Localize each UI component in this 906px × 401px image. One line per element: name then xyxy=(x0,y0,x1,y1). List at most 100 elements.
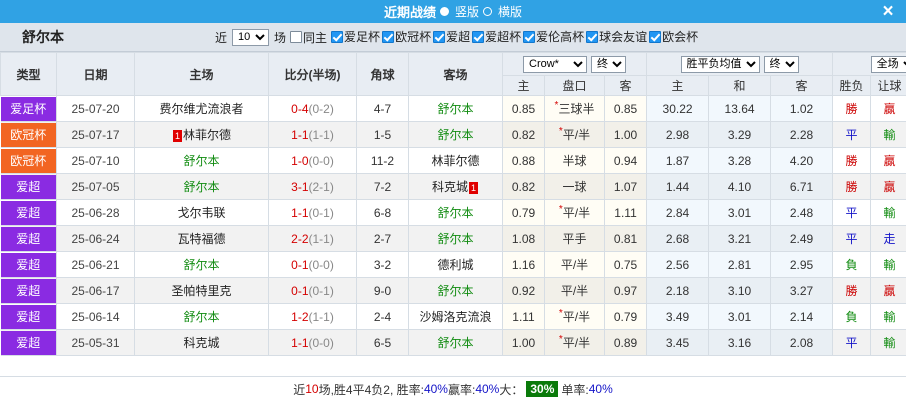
same-home-checkbox[interactable]: 同主 xyxy=(290,29,327,46)
cell-res-wdl: 平 xyxy=(832,225,872,252)
mode-vertical-label[interactable]: 竖版 xyxy=(454,5,479,19)
cell-odds-away: 4.20 xyxy=(770,147,834,174)
cell-odds-away: 2.48 xyxy=(770,199,834,226)
cell-res-hcp: 贏 xyxy=(870,277,906,304)
odds-type-select[interactable]: 胜平负均值亚盘大小球 xyxy=(680,55,760,73)
cell-away: 舒尔本 xyxy=(408,277,503,304)
cell-type: 爱超 xyxy=(0,251,57,278)
league-label: 欧会杯 xyxy=(662,30,699,45)
league-label: 欧冠杯 xyxy=(395,30,432,45)
match-count-select[interactable]: 6102030 xyxy=(232,28,270,46)
header-odds-away: 客 xyxy=(770,75,834,96)
checkbox-icon[interactable] xyxy=(331,30,344,43)
table-row[interactable]: 爱超 25-06-28 戈尔韦联 1-1(0-1) 6-8 舒尔本 0.79 *平/半 1.11… xyxy=(0,199,906,226)
radio-horizontal-icon[interactable] xyxy=(483,7,492,16)
window-title-bar: 近期战绩 竖版 横版 × xyxy=(0,0,906,23)
cell-corner: 1-5 xyxy=(356,121,409,148)
header-hcp-line: 盘口 xyxy=(544,75,605,96)
table-row[interactable]: 爱超 25-05-31 科克城 1-1(0-0) 6-5 舒尔本 1.00 *平/半 0.89 3… xyxy=(0,329,906,356)
cell-hcp-away: 0.75 xyxy=(603,251,648,278)
cell-score: 1-2(1-1) xyxy=(268,303,357,330)
league-checkbox-5[interactable]: 球会友谊 xyxy=(586,28,647,45)
cell-home: 戈尔韦联 xyxy=(134,199,269,226)
cell-hcp-home: 1.11 xyxy=(502,303,545,330)
table-row[interactable]: 爱超 25-06-24 瓦特福德 2-2(1-1) 2-7 舒尔本 1.08 平手 0.81 2.… xyxy=(0,225,906,252)
result-selectors: 全场半场 xyxy=(832,52,906,76)
cell-res-wdl: 平 xyxy=(832,329,872,356)
cell-type: 爱超 xyxy=(0,199,57,226)
cell-hcp-away: 0.89 xyxy=(603,329,648,356)
cell-home: 圣帕特里克 xyxy=(134,277,269,304)
mode-horizontal-label[interactable]: 横版 xyxy=(498,5,523,19)
cell-date: 25-07-10 xyxy=(56,147,135,174)
league-checkbox-6[interactable]: 欧会杯 xyxy=(649,28,698,45)
league-checkbox-2[interactable]: 爱超 xyxy=(433,28,470,45)
cell-odds-away: 6.71 xyxy=(770,173,834,200)
league-checkbox-3[interactable]: 爱超杯 xyxy=(472,28,521,45)
league-checkbox-4[interactable]: 爱伦高杯 xyxy=(523,28,584,45)
handicap-company-select[interactable]: Crow*Bet365MacauEasybet xyxy=(523,55,588,73)
cell-score: 0-1(0-0) xyxy=(268,251,357,278)
league-checkbox-1[interactable]: 欧冠杯 xyxy=(382,28,431,45)
cell-odds-home: 2.84 xyxy=(646,199,710,226)
cell-score: 3-1(2-1) xyxy=(268,173,357,200)
cell-res-hcp: 輸 xyxy=(870,121,906,148)
matches-unit-label: 场 xyxy=(274,30,287,45)
checkbox-icon[interactable] xyxy=(586,30,599,43)
cell-home: 舒尔本 xyxy=(134,303,269,330)
cell-res-wdl: 平 xyxy=(832,121,872,148)
result-scope-select[interactable]: 全场半场 xyxy=(870,55,906,73)
cell-date: 25-07-20 xyxy=(56,95,135,122)
header-odds-home: 主 xyxy=(646,75,710,96)
league-badge: 爱超 xyxy=(0,200,56,225)
radio-vertical-icon[interactable] xyxy=(439,7,449,16)
checkbox-icon[interactable] xyxy=(290,31,303,43)
table-row[interactable]: 爱足杯 25-07-20 费尔维尤流浪者 0-4(0-2) 4-7 舒尔本 0.85 *三球半… xyxy=(0,95,906,122)
table-row[interactable]: 欧冠杯 25-07-10 舒尔本 1-0(0-0) 11-2 林菲尔德 0.88 半球 0.94… xyxy=(0,147,906,174)
odds-stage-select[interactable]: 终初 xyxy=(763,55,799,73)
cell-hcp-line: *三球半 xyxy=(544,95,605,122)
handicap-stage-select[interactable]: 终初 xyxy=(591,55,627,73)
cell-res-hcp: 走 xyxy=(870,225,906,252)
table-row[interactable]: 爱超 25-07-05 舒尔本 3-1(2-1) 7-2 科克城 1 0.82 一球 1.07 1.… xyxy=(0,173,906,200)
cell-odds-home: 3.49 xyxy=(646,303,710,330)
league-checkbox-0[interactable]: 爱足杯 xyxy=(331,28,380,45)
cell-home: 舒尔本 xyxy=(134,147,269,174)
summary-big-label: 大： xyxy=(499,382,524,397)
checkbox-icon[interactable] xyxy=(382,30,395,43)
checkbox-icon[interactable] xyxy=(472,30,485,43)
checkbox-icon[interactable] xyxy=(649,30,662,43)
cell-hcp-away: 1.07 xyxy=(603,173,648,200)
summary-single-label: 单率: xyxy=(561,382,589,397)
cell-odds-draw: 3.29 xyxy=(708,121,772,148)
cell-type: 爱足杯 xyxy=(0,95,57,122)
table-row[interactable]: 欧冠杯 25-07-17 1 林菲尔德 1-1(1-1) 1-5 舒尔本 0.82 *平/半 1.… xyxy=(0,121,906,148)
cell-hcp-away: 0.79 xyxy=(603,303,648,330)
cell-hcp-line: *平/半 xyxy=(544,303,605,330)
cell-odds-away: 2.08 xyxy=(770,329,834,356)
cell-odds-draw: 3.01 xyxy=(708,303,772,330)
header-away: 客场 xyxy=(408,52,503,96)
cell-type: 爱超 xyxy=(0,329,57,356)
cell-score: 0-1(0-1) xyxy=(268,277,357,304)
table-row[interactable]: 爱超 25-06-14 舒尔本 1-2(1-1) 2-4 沙姆洛克流浪 1.11 *平/半 0.… xyxy=(0,303,906,330)
table-label-row: 主 盘口 客 主 和 客 胜负 让球 进球数 xyxy=(1,75,906,96)
close-icon[interactable]: × xyxy=(882,1,894,22)
cell-date: 25-07-05 xyxy=(56,173,135,200)
cell-score: 1-1(1-1) xyxy=(268,121,357,148)
cell-type: 爱超 xyxy=(0,277,57,304)
red-card-icon: 1 xyxy=(172,129,182,142)
league-badge: 爱超 xyxy=(0,278,56,303)
cell-corner: 6-5 xyxy=(356,329,409,356)
cell-date: 25-06-14 xyxy=(56,303,135,330)
cell-res-wdl: 勝 xyxy=(832,173,872,200)
cell-odds-home: 2.68 xyxy=(646,225,710,252)
cell-hcp-home: 0.79 xyxy=(502,199,545,226)
league-badge: 爱超 xyxy=(0,226,56,251)
header-res-wdl: 胜负 xyxy=(832,75,872,96)
table-row[interactable]: 爱超 25-06-21 舒尔本 0-1(0-0) 3-2 德利城 1.16 平/半 0.75 2.… xyxy=(0,251,906,278)
summary-win-rate: 40% xyxy=(423,382,448,396)
checkbox-icon[interactable] xyxy=(523,30,536,43)
checkbox-icon[interactable] xyxy=(433,30,446,43)
table-row[interactable]: 爱超 25-06-17 圣帕特里克 0-1(0-1) 9-0 舒尔本 0.92 平/半 0.97… xyxy=(0,277,906,304)
